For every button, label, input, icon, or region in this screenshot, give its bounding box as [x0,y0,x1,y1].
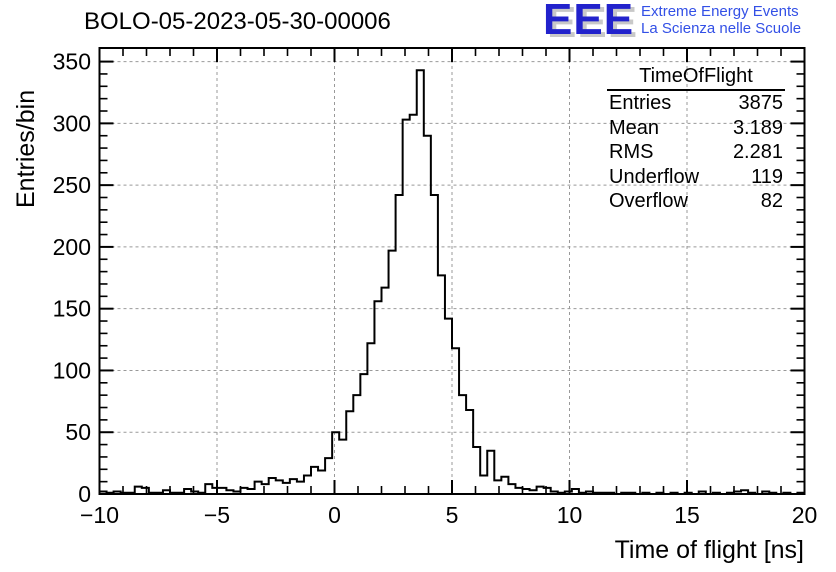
stats-label: Entries [609,92,672,114]
eee-logo-taglines: Extreme Energy Events La Scienza nelle S… [641,0,801,37]
x-tick-label: 0 [328,502,341,528]
stats-label: Underflow [609,165,700,188]
y-tick-label: 300 [53,110,91,136]
y-axis-title: Entries/bin [12,89,40,208]
eee-logo-line2: La Scienza nelle Scuole [641,20,802,37]
x-tick-label: −10 [80,502,119,528]
stats-label: Overflow [609,190,688,213]
x-tick-label: 10 [557,502,583,528]
stats-value: 119 [751,165,783,188]
x-tick-label: 15 [674,502,700,528]
stats-value: 2.281 [732,141,783,164]
plot-title: BOLO-05-2023-05-30-00006 [84,8,391,35]
stats-box: TimeOfFlight Entries 3875 Mean 3.189 RMS… [607,64,785,214]
eee-logo-text: EEE [543,0,635,44]
stats-row-underflow: Underflow 119 [607,165,785,190]
stats-label: Mean [609,116,660,139]
eee-logo: EEE Extreme Energy Events La Scienza nel… [543,0,801,44]
eee-logo-line1: Extreme Energy Events [641,3,799,20]
stats-row-overflow: Overflow 82 [607,189,785,214]
y-tick-label: 0 [78,481,91,507]
x-tick-label: 20 [792,502,818,528]
y-tick-label: 100 [53,357,91,383]
stats-value: 3.189 [732,116,783,139]
stats-title: TimeOfFlight [607,64,785,91]
y-tick-label: 50 [65,419,91,445]
stats-value: 3875 [738,92,784,114]
stats-label: RMS [609,141,654,164]
stats-row-entries: Entries 3875 [607,91,785,116]
x-tick-label: −5 [204,502,230,528]
y-tick-label: 350 [53,49,91,75]
x-tick-label: 5 [446,502,459,528]
x-axis-title: Time of flight [ns] [614,536,804,564]
y-tick-label: 250 [53,172,91,198]
plot-frame [98,47,806,495]
y-tick-label: 200 [53,234,91,260]
stats-row-mean: Mean 3.189 [607,116,785,141]
y-tick-label: 150 [53,296,91,322]
stats-row-rms: RMS 2.281 [607,140,785,165]
stats-value: 82 [760,190,783,213]
